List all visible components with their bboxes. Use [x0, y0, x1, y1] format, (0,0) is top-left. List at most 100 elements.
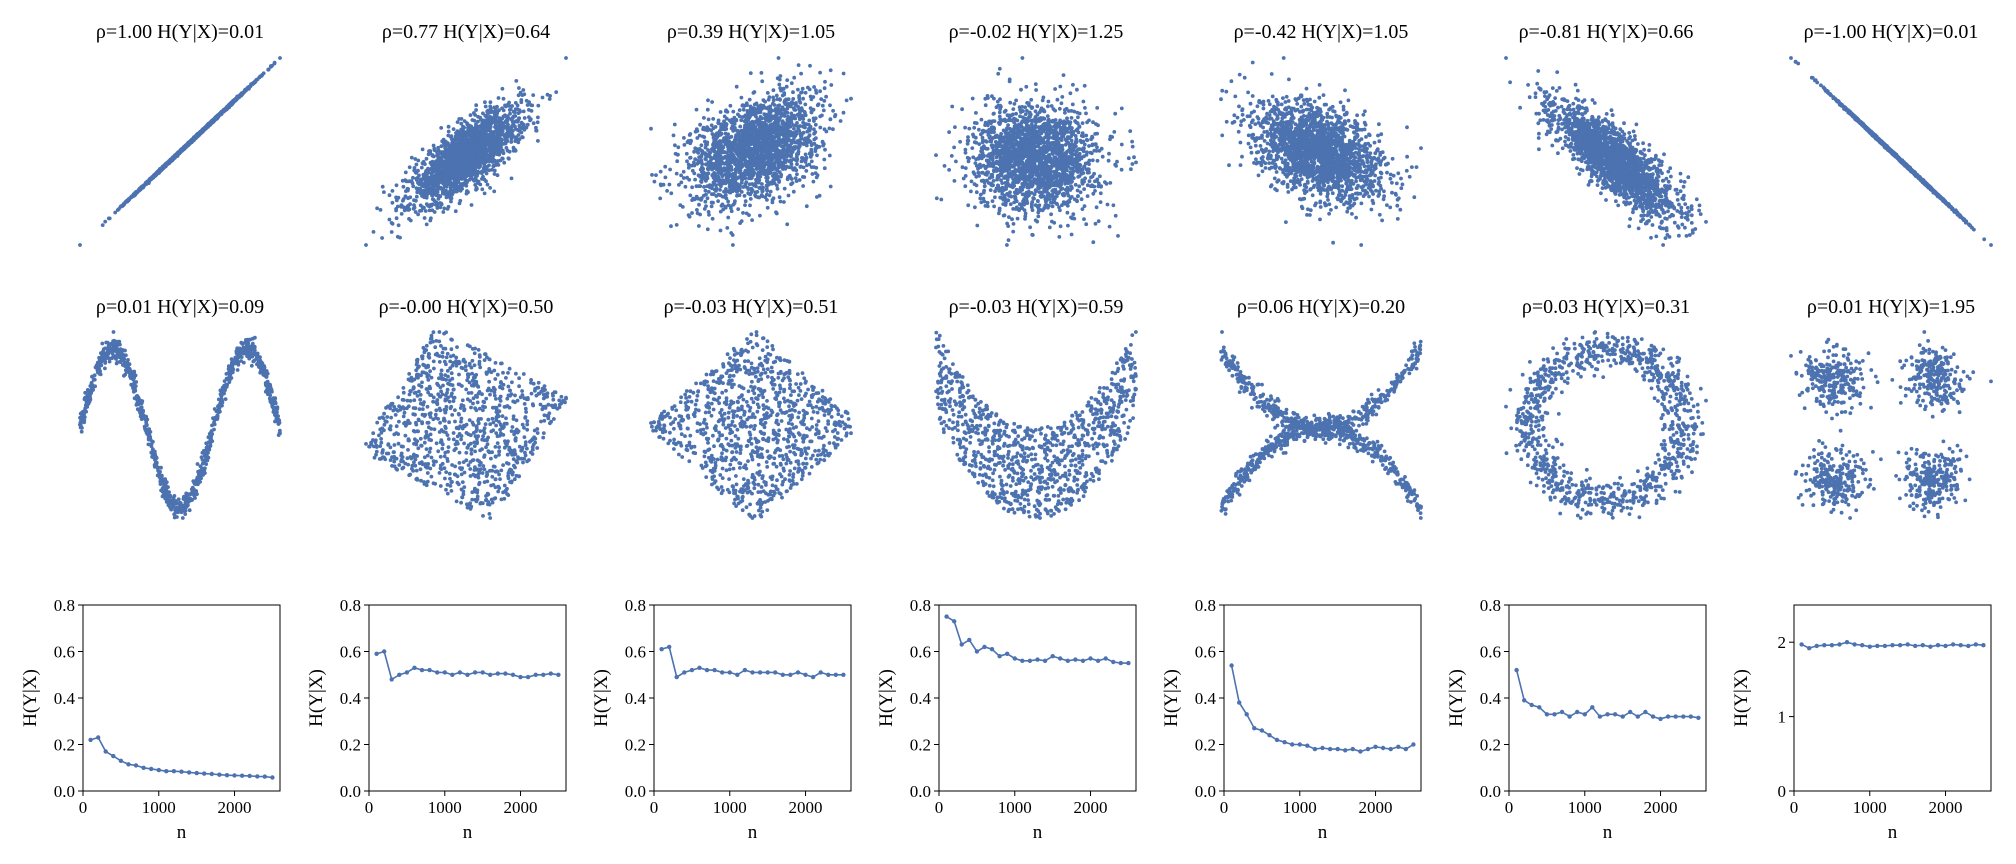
scatter-point [424, 191, 429, 196]
scatter-point [419, 165, 424, 170]
scatter-point [652, 179, 657, 184]
scatter-point [507, 156, 511, 161]
scatter-point [502, 133, 506, 137]
scatter-point [176, 152, 181, 156]
scatter-point [469, 203, 474, 207]
scatter-point [483, 143, 487, 148]
scatter-point [490, 147, 495, 152]
scatter-point [650, 173, 654, 177]
scatter-point [414, 186, 419, 191]
scatter-point [435, 183, 440, 188]
scatter-point [703, 199, 708, 204]
scatter-point [405, 186, 410, 191]
scatter-point [497, 121, 502, 126]
scatter-point [674, 223, 679, 227]
scatter-point [798, 165, 803, 169]
scatter-point [739, 95, 744, 100]
scatter-point [475, 153, 480, 158]
scatter-point [514, 79, 519, 83]
scatter-point [193, 135, 198, 140]
scatter-point [483, 153, 487, 157]
scatter-point [480, 131, 485, 136]
scatter-point [485, 182, 490, 187]
scatter-point [503, 137, 508, 142]
scatter-point [513, 114, 518, 118]
scatter-point [476, 132, 480, 136]
scatter-point [485, 109, 490, 114]
scatter-point [807, 118, 812, 123]
scatter-point [499, 149, 503, 154]
scatter-point [777, 77, 782, 82]
scatter-point [513, 124, 517, 129]
scatter-point [489, 132, 493, 137]
scatter-point [403, 170, 408, 175]
scatter-point [394, 183, 399, 188]
scatter-point [459, 121, 464, 126]
scatter-point [519, 120, 524, 125]
scatter-point [545, 92, 550, 97]
scatter-point [375, 206, 379, 211]
scatter-point [408, 218, 413, 223]
scatter-point [709, 200, 714, 205]
scatter-point [516, 93, 521, 98]
scatter-point [447, 192, 452, 197]
scatter-point [446, 156, 451, 160]
scatter-point [761, 98, 766, 102]
scatter-point [503, 113, 507, 118]
scatter-point [414, 194, 419, 199]
scatter-point [778, 97, 782, 102]
scatter-point [667, 182, 672, 187]
scatter-point [782, 200, 786, 204]
scatter-point [471, 177, 476, 182]
scatter-point [495, 111, 499, 116]
scatter-point [428, 203, 433, 207]
scatter-point [718, 110, 723, 114]
scatter-point [78, 243, 82, 247]
scatter-point [704, 204, 708, 209]
scatter-point [483, 104, 488, 109]
scatter-point [452, 186, 457, 191]
scatter-point [654, 173, 658, 178]
scatter-points-1 [78, 56, 282, 247]
scatter-point [253, 79, 258, 84]
scatter-point [459, 117, 464, 121]
scatter-point [811, 179, 816, 184]
scatter-point [527, 100, 531, 105]
scatter-point [396, 223, 401, 228]
scatter-point [531, 93, 536, 97]
scatter-point [750, 218, 754, 223]
scatter-point [770, 200, 775, 205]
scatter-point [223, 107, 228, 112]
scatter-point [413, 157, 418, 161]
scatter-point [458, 147, 463, 152]
scatter-point [699, 155, 703, 160]
scatter-point [468, 138, 473, 143]
scatter-point [473, 183, 478, 187]
scatter-point [831, 108, 835, 113]
scatter-point [458, 198, 463, 203]
scatter-point [702, 116, 706, 120]
scatter-point [156, 170, 160, 175]
scatter-point [423, 177, 428, 181]
scatter-point [474, 108, 478, 112]
scatter-point [187, 141, 192, 146]
scatter-point [460, 129, 464, 134]
scatter-point [703, 157, 708, 161]
scatter-point [172, 155, 177, 160]
scatter-point [698, 212, 702, 217]
scatter-point [440, 169, 445, 174]
scatter-point [430, 197, 435, 202]
scatter-point [528, 118, 532, 123]
scatter-point [718, 209, 723, 214]
scatter-point [412, 198, 416, 203]
scatter-point [429, 189, 434, 194]
scatter-point [396, 195, 401, 200]
scatter-point [433, 160, 438, 164]
scatter-point [426, 152, 431, 157]
scatter-point [210, 120, 215, 124]
scatter-point [244, 87, 249, 92]
scatter-point [694, 127, 699, 131]
scatter-point [665, 189, 669, 193]
scatter-point [818, 89, 822, 94]
